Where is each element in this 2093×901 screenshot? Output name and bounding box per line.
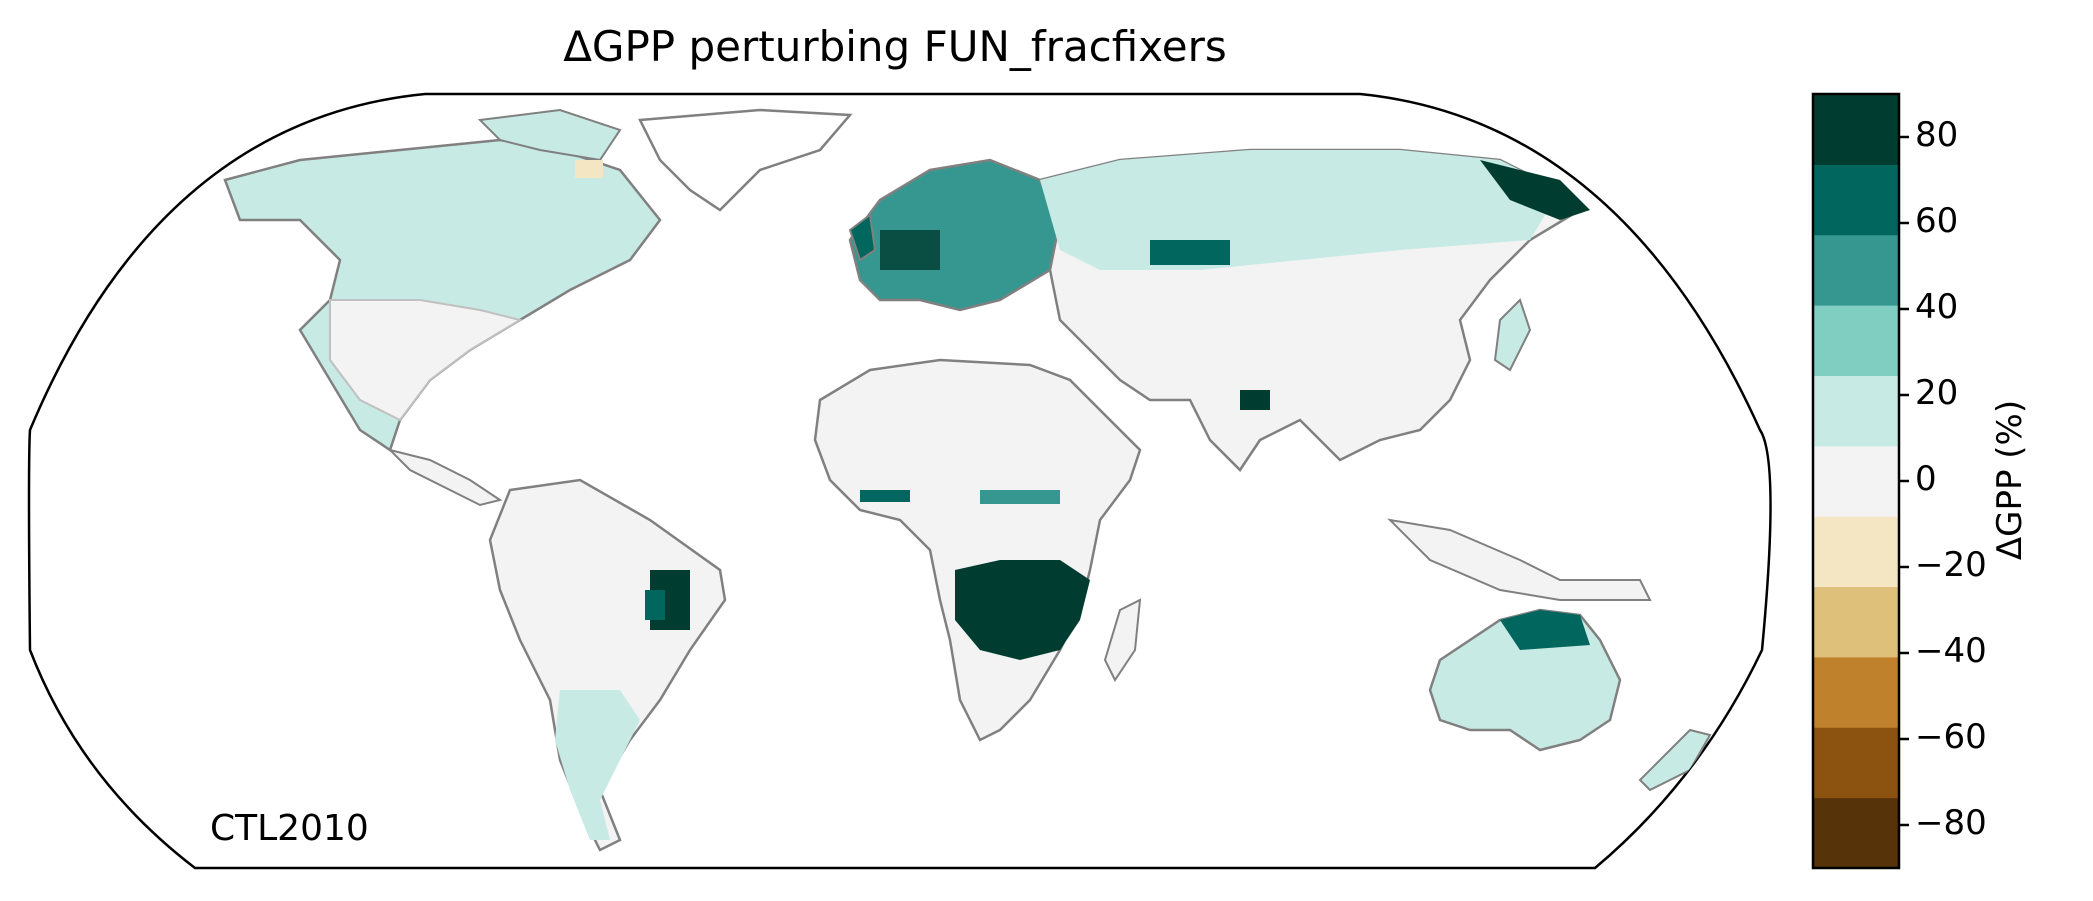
us-region [329,299,523,422]
colorbar-segment [1813,305,1899,376]
west-africa-patch [860,490,910,502]
colorbar-tick-label: 40 [1915,287,1959,327]
colorbar-segment [1813,586,1899,658]
colorbar-tick-label: 60 [1915,201,1959,241]
colorbar-tick-label: −40 [1915,631,1987,671]
colorbar-segment [1813,797,1899,869]
colorbar-tick-label: 20 [1915,373,1959,413]
india-patch [1240,390,1270,410]
colorbar-segment [1813,445,1899,517]
japan [1493,298,1532,372]
colorbar-segment [1813,234,1899,306]
greenland [638,108,853,212]
colorbar-segment [1813,656,1899,728]
eastern-brazil-patch-2 [645,590,665,620]
arctic-negative-patch [575,160,603,178]
colorbar-tick-label: 80 [1915,115,1959,155]
southeast-asia-islands [1387,518,1652,601]
southern-south-america [555,690,640,840]
corner-label: CTL2010 [210,808,369,849]
new-zealand [1638,728,1712,792]
colorbar-tick-label: 0 [1915,459,1937,499]
southern-africa-miombo [955,560,1090,660]
colorbar-segment [1813,516,1899,588]
colorbar-segment [1813,375,1899,447]
map-title: ΔGPP perturbing FUN_fracfixers [563,22,1227,71]
colorbar-tick-label: −80 [1915,803,1987,843]
british-isles [848,213,877,262]
colorbar-segment [1813,164,1899,236]
central-america [386,448,503,507]
russia-strong-patch [1150,240,1230,265]
madagascar [1103,598,1142,682]
colorbar-segment [1813,727,1899,799]
eastern-siberia [1480,160,1590,220]
central-europe-patch [880,230,940,270]
colorbar-label: ΔGPP (%) [1990,399,2030,561]
colorbar-tick-label: −20 [1915,545,1987,585]
colorbar-tick-label: −60 [1915,717,1987,757]
colorbar-segment [1813,94,1899,165]
northern-australia [1500,610,1590,650]
sahel-patch [980,490,1060,504]
